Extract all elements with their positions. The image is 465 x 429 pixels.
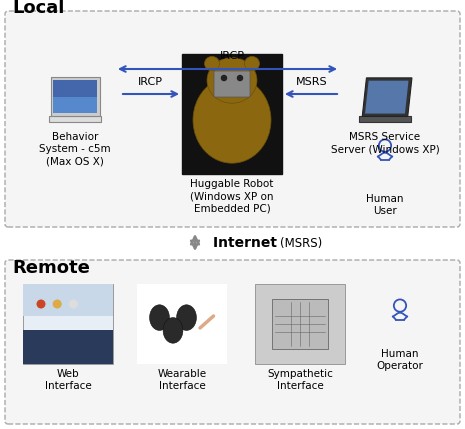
FancyBboxPatch shape	[23, 284, 113, 364]
Text: (MSRS): (MSRS)	[280, 236, 322, 250]
Text: Local: Local	[12, 0, 64, 17]
Circle shape	[221, 75, 227, 81]
FancyBboxPatch shape	[5, 11, 460, 227]
Ellipse shape	[207, 57, 257, 103]
Text: MSRS: MSRS	[296, 77, 328, 87]
Circle shape	[53, 299, 62, 308]
Text: Huggable Robot
(Windows XP on
Embedded PC): Huggable Robot (Windows XP on Embedded P…	[190, 179, 274, 214]
Text: IRCP: IRCP	[138, 77, 162, 87]
Ellipse shape	[205, 56, 219, 71]
FancyBboxPatch shape	[5, 260, 460, 424]
Text: Remote: Remote	[12, 259, 90, 277]
Circle shape	[36, 299, 46, 308]
FancyBboxPatch shape	[51, 77, 100, 116]
FancyBboxPatch shape	[359, 116, 411, 122]
Polygon shape	[365, 81, 409, 114]
Text: Behavior
System - c5m
(Max OS X): Behavior System - c5m (Max OS X)	[39, 132, 111, 167]
FancyBboxPatch shape	[137, 284, 227, 364]
Ellipse shape	[150, 305, 169, 330]
FancyBboxPatch shape	[23, 330, 113, 364]
Text: Wearable
Interface: Wearable Interface	[158, 369, 206, 391]
Text: Sympathetic
Interface: Sympathetic Interface	[267, 369, 333, 391]
Polygon shape	[362, 78, 412, 116]
FancyBboxPatch shape	[49, 116, 101, 122]
Text: Internet: Internet	[213, 236, 282, 250]
Text: Web
Interface: Web Interface	[45, 369, 92, 391]
FancyBboxPatch shape	[53, 97, 97, 113]
FancyBboxPatch shape	[53, 80, 97, 113]
Text: MSRS Service
Server (Windows XP): MSRS Service Server (Windows XP)	[331, 132, 439, 154]
Text: Human
Operator: Human Operator	[377, 349, 424, 372]
FancyBboxPatch shape	[272, 299, 328, 349]
FancyBboxPatch shape	[23, 284, 113, 316]
FancyBboxPatch shape	[255, 284, 345, 364]
Ellipse shape	[177, 305, 196, 330]
Text: Human
User: Human User	[366, 194, 404, 216]
Circle shape	[237, 75, 243, 81]
Text: IRCP: IRCP	[219, 51, 245, 61]
Ellipse shape	[245, 56, 259, 71]
Ellipse shape	[193, 77, 271, 163]
FancyBboxPatch shape	[214, 71, 250, 97]
FancyBboxPatch shape	[182, 54, 282, 174]
Ellipse shape	[163, 317, 183, 343]
Circle shape	[69, 299, 78, 308]
